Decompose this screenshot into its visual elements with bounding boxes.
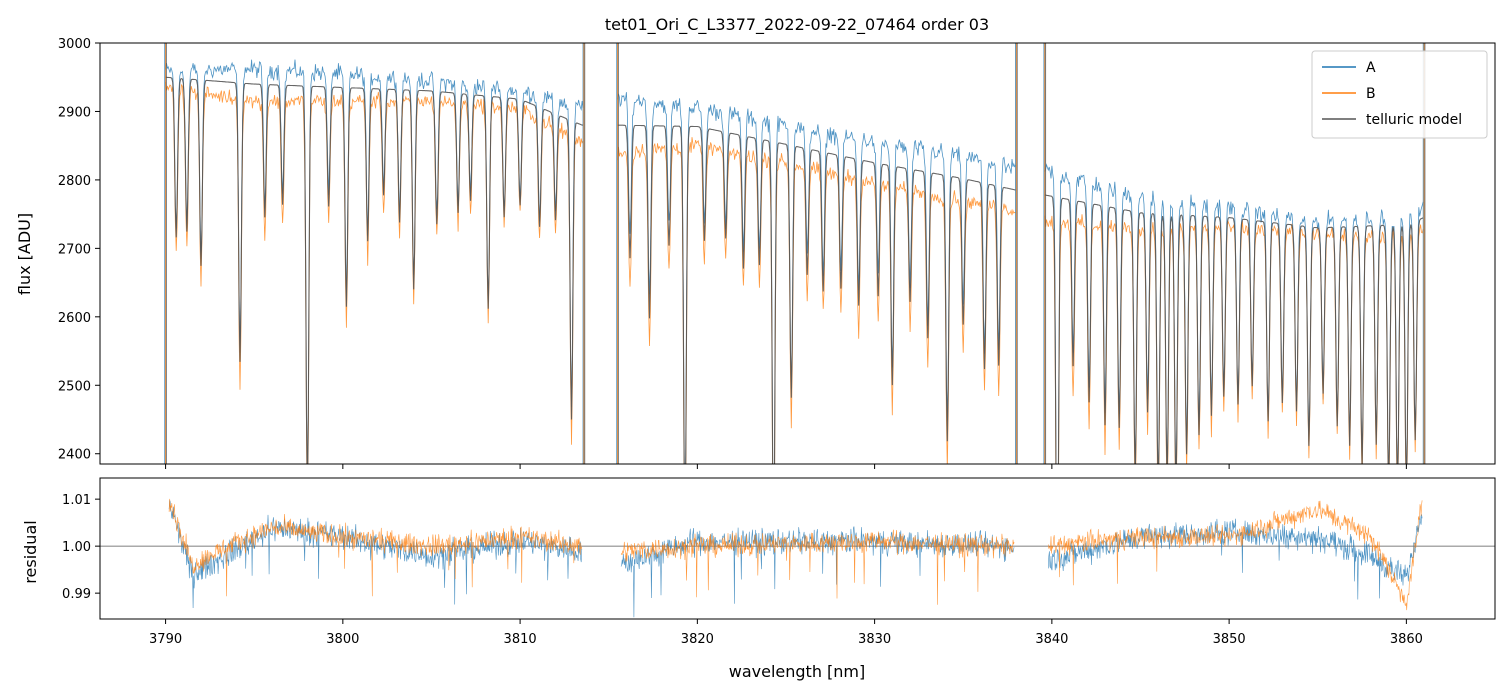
top-series-line bbox=[617, 124, 1016, 464]
residual-series-line bbox=[1048, 514, 1423, 600]
bottom-panel: 0.99 1.00 1.01 3790 3800 3810 3820 3830 3840 385… bbox=[21, 477, 1496, 681]
residual-series-line bbox=[168, 498, 583, 597]
x-axis-label: wavelength [nm] bbox=[729, 662, 866, 681]
bottom-y-tick-label: 1.00 bbox=[62, 540, 91, 555]
top-y-tick-label: 2600 bbox=[58, 311, 91, 326]
top-y-tick-label: 2800 bbox=[58, 174, 91, 189]
top-series-line bbox=[165, 59, 584, 464]
chart-title: tet01_Ori_C_L3377_2022-09-22_07464 order… bbox=[605, 15, 989, 35]
top-y-tick-label: 2700 bbox=[58, 242, 91, 257]
bottom-y-axis-label: residual bbox=[21, 520, 40, 583]
top-y-tick-label: 2500 bbox=[58, 379, 91, 394]
bottom-x-tick-label: 3830 bbox=[858, 632, 891, 647]
legend-frame bbox=[1311, 50, 1488, 139]
top-y-tick-label: 2900 bbox=[58, 105, 91, 120]
legend-label-telluric-model: telluric model bbox=[1366, 112, 1462, 128]
bottom-x-tick-label: 3860 bbox=[1390, 632, 1423, 647]
bottom-plot-area bbox=[100, 478, 1495, 619]
top-y-tick-label: 2400 bbox=[58, 448, 91, 463]
legend: A B telluric model bbox=[1311, 50, 1488, 139]
top-panel: 2400 2500 2600 2700 2800 2900 3000 flux [ADU] bbox=[15, 37, 1496, 469]
bottom-axes-frame bbox=[99, 477, 1496, 620]
top-series-line bbox=[165, 76, 583, 464]
bottom-x-tick-label: 3850 bbox=[1213, 632, 1246, 647]
top-series-line bbox=[165, 81, 584, 464]
legend-label-b: B bbox=[1366, 86, 1376, 102]
bottom-y-tick-label: 1.01 bbox=[62, 493, 91, 508]
bottom-x-tick-label: 3800 bbox=[326, 632, 359, 647]
legend-label-a: A bbox=[1366, 60, 1376, 76]
bottom-x-tick-label: 3810 bbox=[504, 632, 537, 647]
top-plot-area bbox=[100, 43, 1495, 464]
bottom-x-tick-label: 3840 bbox=[1035, 632, 1068, 647]
top-y-axis-label: flux [ADU] bbox=[15, 213, 34, 295]
top-axes-frame bbox=[99, 42, 1496, 465]
residual-series-line bbox=[620, 529, 1015, 605]
residual-series-line bbox=[168, 500, 583, 609]
bottom-x-tick-label: 3790 bbox=[149, 632, 182, 647]
residual-series-line bbox=[1048, 500, 1423, 611]
top-y-tick-label: 3000 bbox=[58, 37, 91, 52]
bottom-y-tick-label: 0.99 bbox=[62, 587, 91, 602]
top-series-line bbox=[1044, 194, 1424, 464]
bottom-x-tick-label: 3820 bbox=[681, 632, 714, 647]
